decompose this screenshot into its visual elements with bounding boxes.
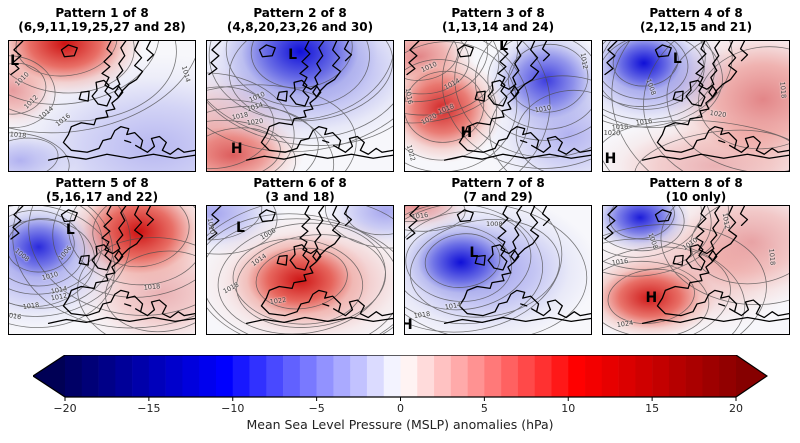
map-canvas: 1008 1006 1010 1014 1012 1018 1016 1018 L <box>8 205 196 335</box>
map-contours-coastline-svg <box>603 41 789 171</box>
coastline <box>10 41 195 161</box>
colorbar-axis-label: Mean Sea Level Pressure (MSLP) anomalies… <box>246 417 554 432</box>
panel-title: Pattern 6 of 8 <box>253 176 347 190</box>
map-canvas: 1010 1006 1014 1018 1022 L <box>206 205 394 335</box>
panel-title: Pattern 1 of 8 <box>55 6 149 20</box>
map-canvas: 1010 1012 1014 1016 1018 1014 L <box>8 40 196 172</box>
contour-lines <box>603 41 789 171</box>
panel-subtitle: (1,13,14 and 24) <box>441 20 555 34</box>
high-pressure-marker: H <box>645 290 658 307</box>
coastline <box>604 206 789 324</box>
map-canvas: 1010 1014 1016 1018 1020 1022 1012 1010 H L <box>404 40 592 172</box>
map-contours-coastline-svg <box>9 206 195 334</box>
map-canvas: 1008 1010 1012 1016 1018 1024 H <box>602 205 790 335</box>
colorbar-tick-label: −10 <box>221 402 245 415</box>
panel-title: Pattern 4 of 8 <box>649 6 743 20</box>
colorbar <box>31 354 769 403</box>
panel-subtitle: (10 only) <box>665 190 727 204</box>
contour-label: 1016 <box>635 116 653 127</box>
map-canvas: 1016100810141018LH <box>404 205 592 335</box>
map-canvas: 1010 1014 1018 1020 L H <box>206 40 394 172</box>
low-pressure-marker: L <box>469 245 479 262</box>
colorbar-tick-label: −20 <box>53 402 77 415</box>
colorbar-tick-label: 0 <box>397 402 404 415</box>
panel-subtitle: (7 and 29) <box>463 190 533 204</box>
colorbar-tick-label: 20 <box>729 402 743 415</box>
coastline <box>406 206 591 324</box>
contour-lines <box>405 206 588 334</box>
map-contours-coastline-svg <box>207 41 393 171</box>
high-pressure-marker: H <box>604 151 617 168</box>
coastline <box>604 41 789 161</box>
colorbar-tick-label: 15 <box>645 402 660 415</box>
low-pressure-marker: L <box>65 222 75 239</box>
coastline <box>208 41 393 161</box>
contour-label: 1018 <box>9 129 27 140</box>
coastline <box>208 206 393 324</box>
low-pressure-marker: L <box>288 47 298 64</box>
coastline <box>406 41 591 161</box>
panel-title: Pattern 2 of 8 <box>253 6 347 20</box>
colorbar-tick-label: 10 <box>561 402 576 415</box>
panel-subtitle: (6,9,11,19,25,27 and 28) <box>18 20 186 34</box>
low-pressure-marker: L <box>499 40 509 55</box>
colorbar-tick-label: −15 <box>137 402 161 415</box>
contour-label: 1018 <box>143 281 161 292</box>
panel-subtitle: (5,16,17 and 22) <box>45 190 159 204</box>
contour-lines <box>207 206 393 334</box>
colorbar-tick-label: −5 <box>308 402 325 415</box>
high-pressure-marker: H <box>460 125 473 142</box>
contour-label: 1018 <box>767 248 777 266</box>
contour-label: 1008 <box>485 219 503 228</box>
panel-title: Pattern 7 of 8 <box>451 176 545 190</box>
low-pressure-marker: L <box>236 219 245 236</box>
low-pressure-marker: L <box>672 51 682 68</box>
coastline <box>10 206 195 324</box>
panel-title: Pattern 5 of 8 <box>55 176 149 190</box>
low-pressure-marker: L <box>10 52 20 69</box>
panel-subtitle: (4,8,20,23,26 and 30) <box>226 20 374 34</box>
panel-subtitle: (3 and 18) <box>265 190 335 204</box>
panel-title: Pattern 8 of 8 <box>649 176 743 190</box>
colorbar-tick-label: 5 <box>480 402 488 415</box>
map-contours-coastline-svg <box>9 41 195 171</box>
map-contours-coastline-svg <box>405 41 591 171</box>
contour-lines <box>603 206 789 334</box>
map-contours-coastline-svg <box>603 206 789 334</box>
contour-lines <box>9 206 195 334</box>
colorbar-svg <box>31 354 769 401</box>
map-contours-coastline-svg <box>405 206 591 334</box>
map-canvas: 1008 1016 1018 1020 1020 1018 L H <box>602 40 790 172</box>
contour-lines <box>9 41 195 171</box>
panel-subtitle: (2,12,15 and 21) <box>639 20 753 34</box>
high-pressure-marker: H <box>230 140 243 157</box>
high-pressure-marker: H <box>405 318 413 332</box>
contour-label: 1020 <box>603 129 621 138</box>
panel-title: Pattern 3 of 8 <box>451 6 545 20</box>
map-contours-coastline-svg <box>207 206 393 334</box>
